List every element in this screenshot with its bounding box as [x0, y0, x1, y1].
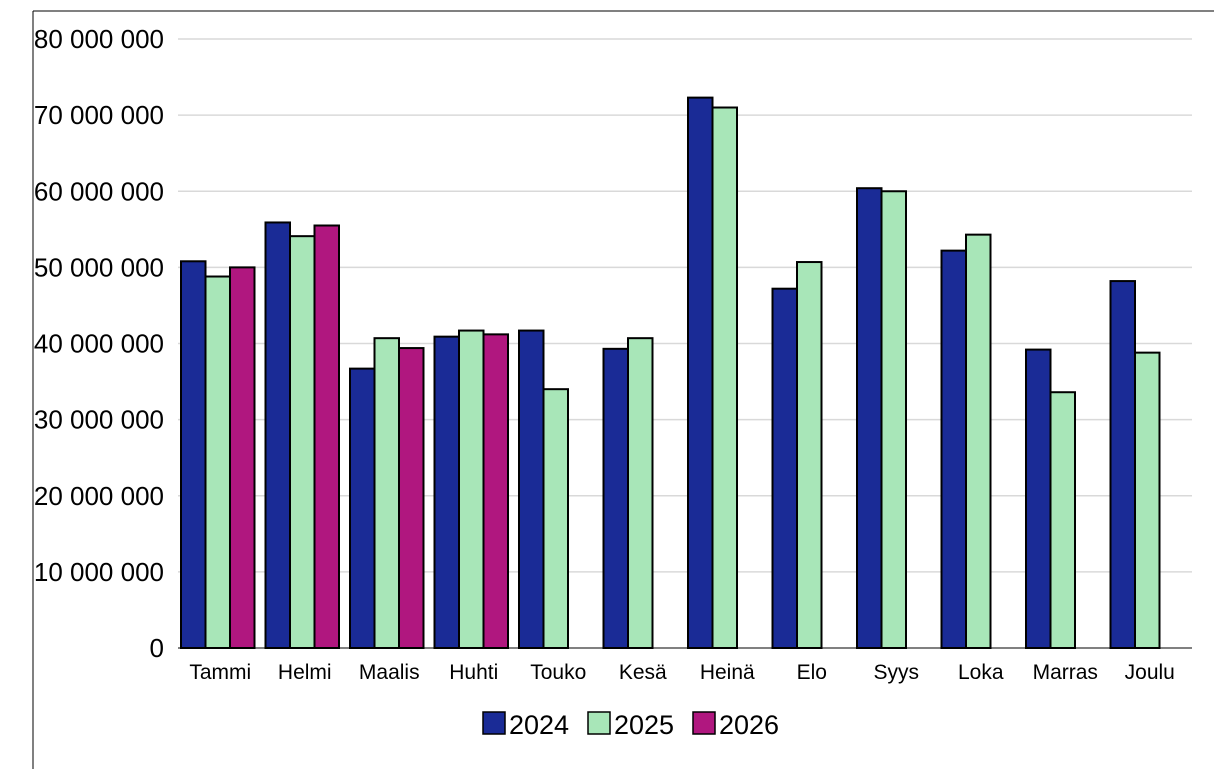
bar-2025-Heinä: [711, 106, 738, 649]
x-tick-label: Huhti: [449, 661, 498, 684]
legend-swatch-2025: [587, 711, 611, 735]
y-tick-labels: 0 10 000 000 20 000 000 30 000 000 40 000 00…: [34, 24, 164, 663]
bar-2025-Syys: [880, 190, 907, 649]
bar-2025-Marras: [1049, 391, 1076, 649]
x-tick-label: Helmi: [278, 661, 332, 684]
bar-2024-Maalis: [349, 367, 376, 649]
bar-2026-Helmi: [313, 224, 340, 649]
bar-2025-Touko: [542, 388, 569, 649]
bar-2025-Tammi: [204, 275, 231, 649]
legend-label-2025: 2025: [614, 710, 674, 740]
legend: 2024 2025 2026: [482, 710, 779, 740]
bar-2026-Maalis: [398, 347, 425, 649]
x-tick-label: Elo: [797, 661, 827, 684]
bar-2024-Elo: [771, 287, 798, 649]
x-tick-label: Syys: [873, 661, 919, 684]
bar-2025-Joulu: [1134, 351, 1161, 649]
bar-2025-Helmi: [289, 235, 316, 649]
bar-2026-Tammi: [229, 266, 256, 649]
legend-swatch-2024: [482, 711, 506, 735]
legend-swatch-2026: [692, 711, 716, 735]
y-tick-label: 0: [150, 633, 164, 663]
y-tick-label: 30 000 000: [34, 405, 164, 435]
gridlines: [178, 38, 1192, 573]
y-tick-label: 20 000 000: [34, 481, 164, 511]
x-tick-label: Loka: [958, 661, 1004, 684]
bar-2024-Tammi: [180, 260, 207, 649]
bar-2025-Huhti: [458, 329, 485, 649]
y-tick-label: 10 000 000: [34, 557, 164, 587]
y-tick-label: 60 000 000: [34, 176, 164, 206]
legend-label-2024: 2024: [509, 710, 569, 740]
bar-2025-Loka: [965, 233, 992, 650]
y-tick-label: 50 000 000: [34, 252, 164, 282]
x-tick-label: Marras: [1033, 661, 1098, 684]
y-tick-label: 80 000 000: [34, 24, 164, 54]
x-tick-label: Touko: [530, 661, 586, 684]
bar-2025-Maalis: [373, 337, 400, 649]
bars: [180, 96, 1161, 650]
bar-2024-Joulu: [1109, 280, 1136, 649]
bar-2024-Helmi: [264, 221, 291, 649]
bar-2024-Loka: [940, 249, 967, 649]
x-tick-label: Tammi: [189, 661, 251, 684]
bar-2024-Syys: [856, 187, 883, 650]
x-tick-label: Heinä: [700, 661, 755, 684]
bar-2024-Touko: [518, 329, 545, 649]
legend-label-2026: 2026: [719, 710, 779, 740]
y-tick-label: 40 000 000: [34, 329, 164, 359]
y-tick-label: 70 000 000: [34, 100, 164, 130]
bar-2024-Kesä: [602, 347, 629, 649]
x-tick-labels: Tammi Helmi Maalis Huhti Touko Kesä Heinä Elo Sy…: [189, 661, 1175, 684]
bar-2024-Marras: [1025, 348, 1052, 649]
bar-2024-Huhti: [433, 335, 460, 649]
x-tick-label: Kesä: [619, 661, 667, 684]
x-tick-label: Joulu: [1125, 661, 1175, 684]
x-tick-label: Maalis: [359, 661, 420, 684]
bar-2025-Kesä: [627, 337, 654, 649]
bar-2025-Elo: [796, 261, 823, 649]
bar-2026-Huhti: [482, 333, 509, 649]
bar-2024-Heinä: [687, 96, 714, 649]
